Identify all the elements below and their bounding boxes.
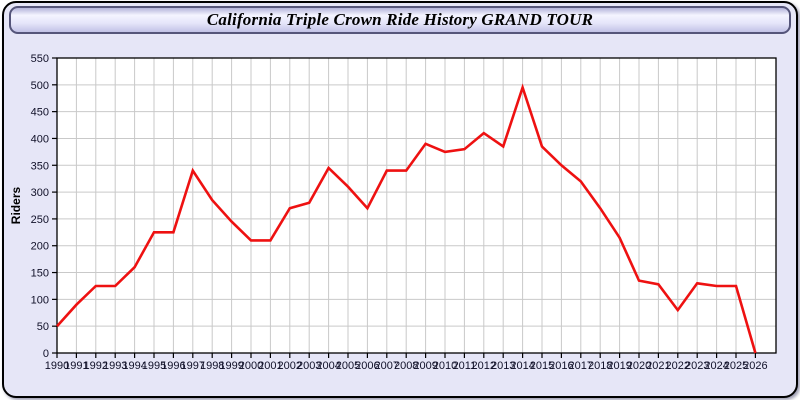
svg-text:200: 200 <box>31 241 49 253</box>
svg-text:2003: 2003 <box>297 360 321 372</box>
svg-text:2004: 2004 <box>316 360 340 372</box>
svg-text:2020: 2020 <box>627 360 651 372</box>
svg-text:2001: 2001 <box>258 360 282 372</box>
chart-title: California Triple Crown Ride History GRA… <box>206 10 594 29</box>
svg-text:2015: 2015 <box>530 360 554 372</box>
svg-text:1999: 1999 <box>219 360 243 372</box>
svg-text:1996: 1996 <box>161 360 185 372</box>
svg-text:1992: 1992 <box>84 360 108 372</box>
svg-text:1995: 1995 <box>142 360 166 372</box>
gridlines <box>57 58 776 353</box>
svg-text:50: 50 <box>37 321 49 333</box>
plot-area <box>57 58 776 353</box>
svg-text:450: 450 <box>31 107 49 119</box>
svg-text:2016: 2016 <box>549 360 573 372</box>
svg-text:2024: 2024 <box>704 360 728 372</box>
svg-text:2000: 2000 <box>239 360 263 372</box>
svg-text:100: 100 <box>31 294 49 306</box>
svg-text:1997: 1997 <box>181 360 205 372</box>
svg-text:550: 550 <box>31 53 49 65</box>
svg-text:2012: 2012 <box>472 360 496 372</box>
axis-ticks <box>52 57 757 358</box>
svg-text:2019: 2019 <box>607 360 631 372</box>
svg-text:500: 500 <box>31 80 49 92</box>
svg-text:1998: 1998 <box>200 360 224 372</box>
svg-text:1990: 1990 <box>45 360 69 372</box>
svg-text:0: 0 <box>43 348 49 360</box>
svg-text:2014: 2014 <box>510 360 534 372</box>
svg-text:400: 400 <box>31 133 49 145</box>
svg-text:2013: 2013 <box>491 360 515 372</box>
svg-text:2018: 2018 <box>588 360 612 372</box>
svg-text:150: 150 <box>31 268 49 280</box>
svg-text:2022: 2022 <box>666 360 690 372</box>
svg-text:2008: 2008 <box>394 360 418 372</box>
svg-text:2010: 2010 <box>433 360 457 372</box>
svg-text:1991: 1991 <box>64 360 88 372</box>
svg-text:2006: 2006 <box>355 360 379 372</box>
svg-text:2026: 2026 <box>743 360 767 372</box>
svg-text:2005: 2005 <box>336 360 360 372</box>
plot-border <box>56 57 777 354</box>
y-axis-labels: 0 50 100 150 200 250 300 350 400 450 500 550 <box>31 53 49 360</box>
x-axis-labels: 1990199119921993199419951996199719981999… <box>45 360 768 372</box>
svg-text:2007: 2007 <box>375 360 399 372</box>
chart-title-bar: California Triple Crown Ride History GRA… <box>9 6 791 34</box>
svg-text:1994: 1994 <box>122 360 146 372</box>
svg-text:350: 350 <box>31 160 49 172</box>
svg-text:250: 250 <box>31 214 49 226</box>
svg-text:2025: 2025 <box>724 360 748 372</box>
svg-text:2023: 2023 <box>685 360 709 372</box>
y-axis-title: Riders <box>9 187 23 225</box>
svg-text:2002: 2002 <box>278 360 302 372</box>
svg-text:1993: 1993 <box>103 360 127 372</box>
svg-text:2021: 2021 <box>646 360 670 372</box>
svg-text:300: 300 <box>31 187 49 199</box>
riders-series-line <box>56 83 757 354</box>
svg-text:2009: 2009 <box>413 360 437 372</box>
svg-text:2011: 2011 <box>453 360 477 372</box>
svg-text:2017: 2017 <box>569 360 593 372</box>
